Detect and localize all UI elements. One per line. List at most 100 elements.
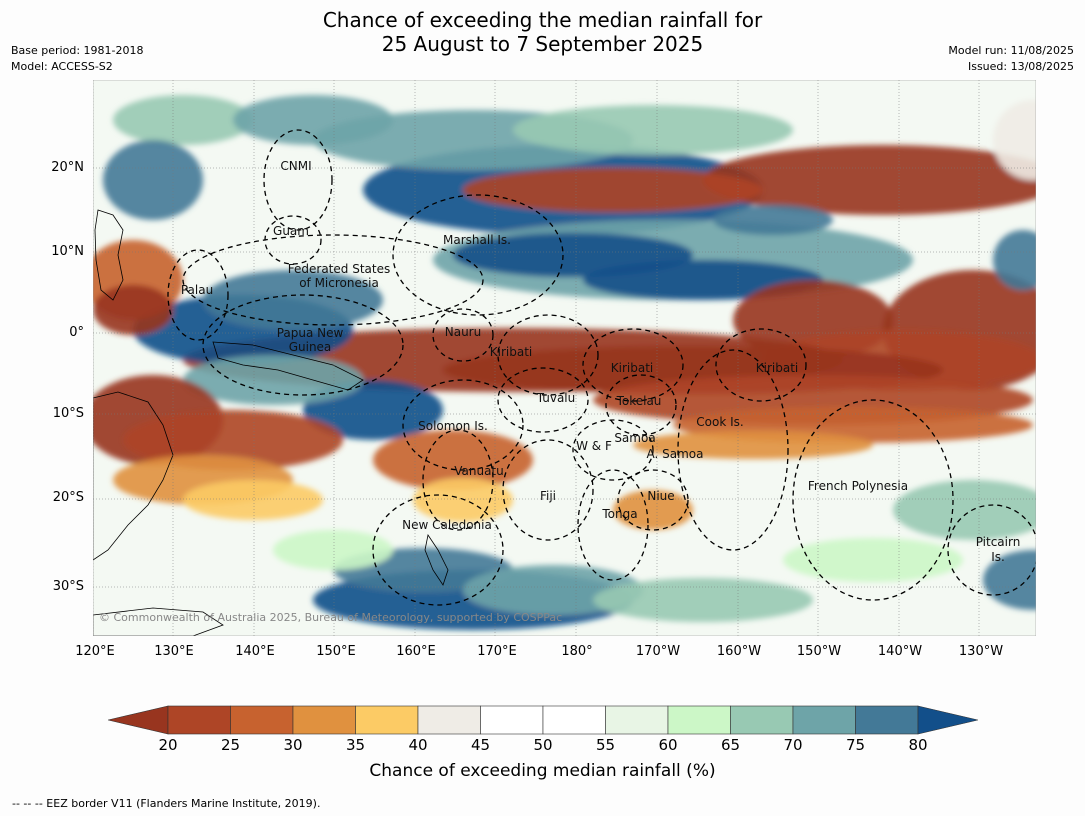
- model-run-label: Model run: 11/08/2025: [948, 44, 1074, 57]
- colorbar-tick-label: 50: [533, 736, 553, 754]
- rainfall-patch: [183, 480, 323, 520]
- region-label: Papua New: [277, 326, 344, 340]
- region-label: Federated States: [288, 262, 390, 276]
- colorbar-label: Chance of exceeding median rainfall (%): [369, 761, 716, 781]
- colorbar-segment: [605, 705, 669, 735]
- colorbar-tick-label: 70: [783, 736, 803, 754]
- region-label: Palau: [181, 283, 213, 297]
- colorbar-tick-label: 60: [658, 736, 678, 754]
- longitude-label: 180°: [561, 644, 593, 659]
- colorbar-segment: [417, 705, 481, 735]
- colorbar-segment: [542, 705, 606, 735]
- eez-palau: [167, 249, 229, 341]
- eez-new-caledonia: [372, 494, 504, 606]
- rainfall-patch: [783, 538, 963, 582]
- eez-kiribati-central: [582, 328, 684, 402]
- longitude-label: 150°E: [316, 644, 356, 659]
- rainfall-patch: [183, 355, 363, 405]
- latitude-label: 10°S: [52, 406, 84, 421]
- colorbar-tick-label: 35: [345, 736, 366, 754]
- colorbar-segment: [730, 705, 794, 735]
- eez-png: [202, 294, 404, 396]
- colorbar-segment: [230, 705, 294, 735]
- region-label: Pitcairn: [976, 535, 1021, 549]
- region-label: Marshall Is.: [443, 233, 511, 247]
- colorbar: [108, 705, 978, 735]
- colorbar-segment: [355, 705, 419, 735]
- landmasses: [93, 209, 449, 636]
- tasmania-coast: [93, 607, 224, 636]
- rainfall-patch: [93, 285, 173, 335]
- colorbar-tick-label: 75: [845, 736, 866, 754]
- region-label: Fiji: [540, 489, 556, 503]
- eez-french-polynesia: [792, 399, 954, 601]
- colorbar-tick-label: 45: [470, 736, 491, 754]
- rainfall-patch: [593, 578, 813, 622]
- longitude-label: 170°E: [477, 644, 517, 659]
- colorbar-tick-label: 65: [720, 736, 741, 754]
- longitude-label: 160°W: [716, 644, 762, 659]
- eez-vanuatu: [422, 429, 494, 531]
- eez-cnmi: [263, 129, 333, 231]
- region-label: Solomon Is.: [418, 419, 488, 433]
- colorbar-tick-label: 25: [220, 736, 241, 754]
- region-label: Guinea: [289, 340, 332, 354]
- rainfall-patch: [993, 100, 1036, 180]
- chart-title-line1: Chance of exceeding the median rainfall …: [322, 8, 763, 32]
- eez-nauru: [432, 308, 494, 362]
- region-label: Kiribati: [611, 361, 653, 375]
- rainfall-patch: [203, 270, 383, 330]
- region-label: Samoa: [614, 431, 655, 445]
- region-label: Tokelau: [616, 394, 662, 408]
- longitude-label: 130°W: [958, 644, 1004, 659]
- colorbar-tick-label: 80: [908, 736, 928, 754]
- region-label: Cook Is.: [696, 415, 743, 429]
- issued-label: Issued: 13/08/2025: [967, 60, 1074, 73]
- colorbar-extend-low: [108, 705, 169, 735]
- colorbar-segment: [167, 705, 231, 735]
- rainfall-patch: [703, 145, 1036, 215]
- rainfall-patch: [123, 410, 343, 470]
- rainfall-field: [93, 95, 1036, 630]
- rainfall-patch: [413, 478, 513, 522]
- rainfall-patch: [713, 205, 833, 235]
- rainfall-patch: [993, 230, 1036, 290]
- longitude-label: 130°E: [154, 644, 194, 659]
- rainfall-patch: [463, 168, 763, 212]
- eez-tokelau: [605, 374, 677, 436]
- rainfall-patch: [103, 140, 203, 220]
- colorbar-tick-label: 30: [283, 736, 303, 754]
- colorbar-segment: [480, 705, 544, 735]
- longitude-label: 150°W: [796, 644, 842, 659]
- region-label: Niue: [647, 489, 674, 503]
- colorbar-segment: [292, 705, 356, 735]
- eez-solomon: [402, 379, 524, 471]
- eez-marshall: [392, 194, 564, 316]
- philippines-coast: [94, 209, 124, 301]
- region-label: Kiribati: [756, 361, 798, 375]
- region-label: CNMI: [280, 159, 311, 173]
- colorbar-extend-high: [917, 705, 978, 735]
- eez-niue: [617, 469, 689, 531]
- eez-cook: [677, 349, 789, 551]
- region-label: Tuvalu: [536, 391, 576, 405]
- region-label: Is.: [991, 550, 1005, 564]
- rainfall-patch: [113, 95, 253, 145]
- region-label: W & F: [576, 439, 612, 453]
- eez-tonga: [577, 469, 649, 581]
- region-label: Tonga: [601, 507, 637, 521]
- rainfall-patch: [233, 95, 393, 145]
- rainfall-patch: [613, 490, 693, 530]
- new-caledonia-coast: [424, 533, 449, 586]
- longitude-label: 160°E: [396, 644, 436, 659]
- latitude-label: 20°N: [51, 160, 84, 175]
- longitude-label: 140°E: [235, 644, 275, 659]
- longitude-label: 170°W: [635, 644, 681, 659]
- colorbar-segment: [667, 705, 731, 735]
- colorbar-tick-label: 55: [595, 736, 616, 754]
- longitude-label: 120°E: [75, 644, 115, 659]
- model-label: Model: ACCESS-S2: [11, 60, 113, 73]
- region-label: Vanuatu: [454, 464, 504, 478]
- region-label: French Polynesia: [808, 479, 908, 493]
